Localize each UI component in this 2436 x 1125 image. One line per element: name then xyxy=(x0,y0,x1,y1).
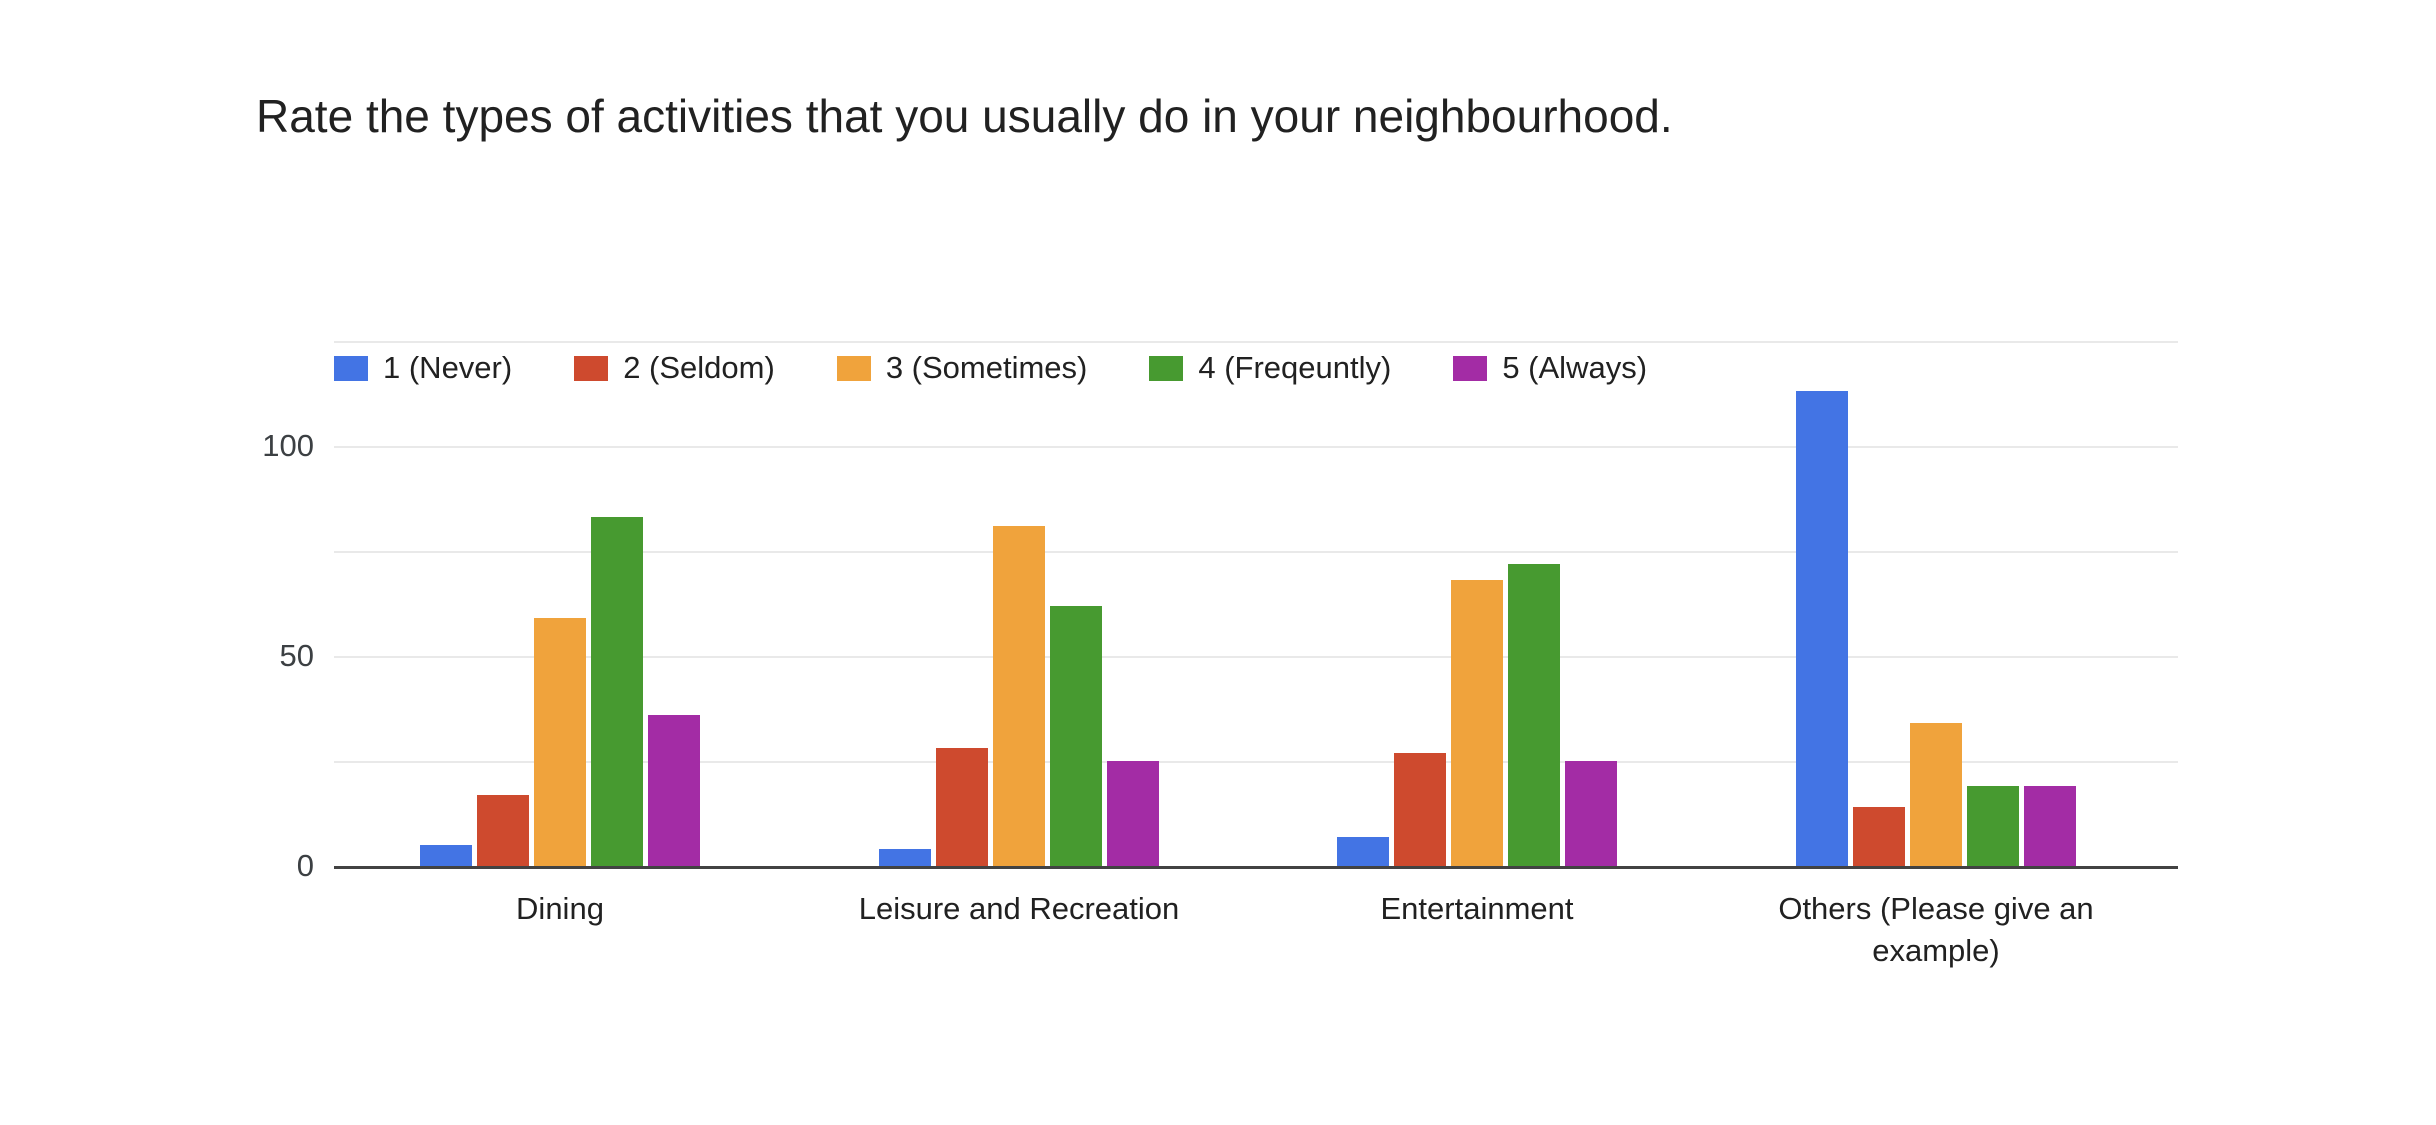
legend-item-1: 1 (Never) xyxy=(334,350,512,386)
bar-dining-series-3 xyxy=(534,618,586,866)
bar-entertainment-series-3 xyxy=(1451,580,1503,866)
chart-legend: 1 (Never) 2 (Seldom) 3 (Sometimes) 4 (Freqe… xyxy=(334,350,1647,386)
x-axis-line xyxy=(334,866,2178,869)
gridline-100 xyxy=(334,446,2178,448)
x-tick-label-2: Leisure and Recreation xyxy=(858,891,1180,926)
legend-swatch-icon xyxy=(574,355,609,381)
bar-others-series-2 xyxy=(1853,807,1905,866)
bar-entertainment-series-1 xyxy=(1337,837,1389,866)
bar-dining-series-5 xyxy=(648,715,700,866)
y-tick-label-100: 100 xyxy=(262,428,314,463)
x-tick-label-4: Others (Please give an example) xyxy=(1778,891,2094,968)
bar-dining-series-2 xyxy=(477,795,529,866)
bar-entertainment-series-5 xyxy=(1565,761,1617,866)
legend-swatch-icon xyxy=(1149,355,1184,381)
x-tick-label-3: Entertainment xyxy=(1380,891,1574,926)
x-tick-label-1: Dining xyxy=(516,891,604,926)
legend-item-4: 4 (Freqeuntly) xyxy=(1149,350,1391,386)
bar-dining-series-1 xyxy=(420,845,472,866)
legend-item-2: 2 (Seldom) xyxy=(574,350,775,386)
legend-item-5: 5 (Always) xyxy=(1453,350,1647,386)
gridline-50 xyxy=(334,656,2178,658)
legend-label: 4 (Freqeuntly) xyxy=(1198,350,1392,385)
legend-label: 1 (Never) xyxy=(383,350,513,385)
bar-others-series-5 xyxy=(2024,786,2076,866)
legend-label: 5 (Always) xyxy=(1502,350,1648,385)
y-tick-label-50: 50 xyxy=(279,638,314,673)
bar-leisure-series-2 xyxy=(936,748,988,866)
gridline-125 xyxy=(334,341,2178,343)
legend-label: 2 (Seldom) xyxy=(623,350,775,385)
y-tick-label-0: 0 xyxy=(296,848,314,883)
bar-leisure-series-5 xyxy=(1107,761,1159,866)
legend-swatch-icon xyxy=(334,355,368,381)
bar-others-series-1 xyxy=(1796,391,1848,866)
legend-item-3: 3 (Sometimes) xyxy=(836,350,1088,386)
gridline-25 xyxy=(334,761,2178,763)
bar-dining-series-4 xyxy=(591,517,643,866)
legend-label: 3 (Sometimes) xyxy=(885,350,1088,385)
bar-leisure-series-3 xyxy=(993,526,1045,866)
chart-title: Rate the types of activities that you us… xyxy=(256,90,1673,142)
legend-swatch-icon xyxy=(836,355,871,381)
bar-others-series-4 xyxy=(1967,786,2019,866)
bar-entertainment-series-2 xyxy=(1394,753,1446,866)
legend-swatch-icon xyxy=(1453,355,1488,381)
gridline-75 xyxy=(334,551,2178,553)
bar-leisure-series-1 xyxy=(879,849,931,866)
bar-entertainment-series-4 xyxy=(1508,564,1560,866)
bar-leisure-series-4 xyxy=(1050,606,1102,866)
bar-others-series-3 xyxy=(1910,723,1962,866)
